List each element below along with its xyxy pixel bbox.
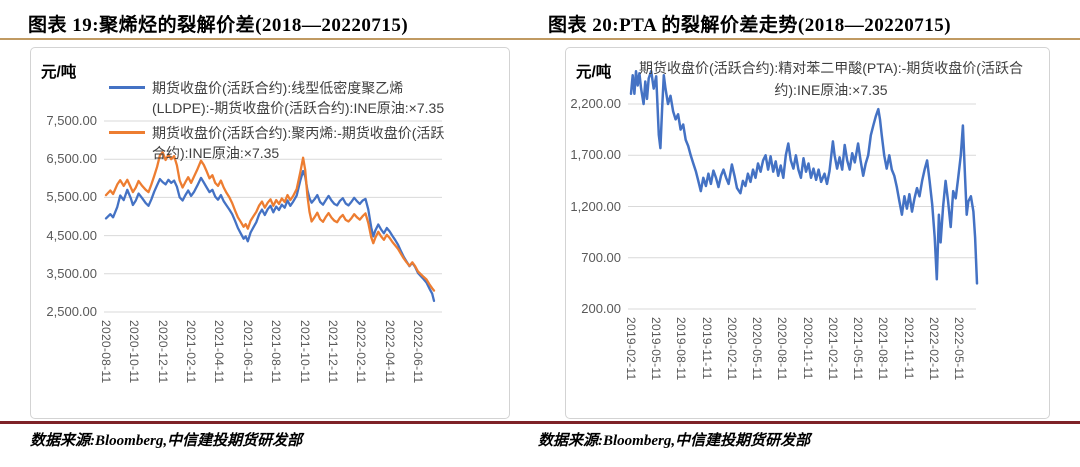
x-tick-label: 2020-12-11 — [155, 320, 170, 384]
y-tick-label: 1,200.00 — [570, 198, 621, 214]
x-tick-label: 2020-08-11 — [775, 317, 790, 381]
x-tick-label: 2022-06-11 — [411, 320, 425, 384]
x-tick-label: 2021-10-11 — [297, 320, 312, 384]
figure-20-title: 图表 20:PTA 的裂解价差走势(2018—20220715) — [548, 15, 952, 36]
y-tick-label: 5,500.00 — [46, 189, 97, 205]
x-tick-label: 2021-04-11 — [212, 320, 227, 384]
legend-label: 期货收盘价(活跃合约):线型低密度聚乙烯(LLDPE):-期货收盘价(活跃合约)… — [152, 80, 445, 117]
y-tick-label: 7,500.00 — [46, 113, 97, 128]
x-tick-label: 2021-02-11 — [184, 320, 199, 384]
legend-item-pp: 期货收盘价(活跃合约):聚丙烯:-期货收盘价(活跃合约):INE原油:×7.35 — [109, 123, 454, 164]
series-line-0 — [629, 69, 979, 285]
y-tick-label: 2,500.00 — [46, 304, 97, 319]
x-tick-label: 2020-10-11 — [127, 320, 142, 384]
series-line-0 — [104, 169, 436, 303]
y-tick-label: 6,500.00 — [46, 151, 97, 167]
x-tick-label: 2019-05-11 — [649, 317, 664, 381]
figure-19-title: 图表 19:聚烯烃的裂解价差(2018—20220715) — [28, 15, 409, 36]
x-tick-label: 2022-02-11 — [354, 320, 369, 384]
x-tick-label: 2021-08-11 — [269, 320, 284, 384]
x-tick-label: 2021-05-11 — [851, 317, 866, 381]
y-tick-label: 200.00 — [581, 301, 621, 316]
x-tick-label: 2019-02-11 — [624, 317, 638, 381]
x-tick-label: 2019-08-11 — [674, 317, 689, 381]
x-tick-label: 2021-08-11 — [876, 317, 891, 381]
legend-line-swatch-orange — [109, 130, 145, 134]
y-axis-unit-label: 元/吨 — [576, 64, 612, 81]
series-line-1 — [104, 151, 436, 292]
y-tick-label: 3,500.00 — [46, 265, 97, 281]
y-tick-label: 4,500.00 — [46, 227, 97, 243]
maroon-footer-rule — [0, 421, 1080, 424]
y-tick-label: 2,200.00 — [570, 96, 621, 111]
legend-label: 期货收盘价(活跃合约):聚丙烯:-期货收盘价(活跃合约):INE原油:×7.35 — [152, 124, 445, 161]
gold-divider-rule — [0, 38, 1080, 40]
x-tick-label: 2021-06-11 — [240, 320, 255, 384]
polyolefin-spread-chart: 元/吨 期货收盘价(活跃合约):线型低密度聚乙烯(LLDPE):-期货收盘价(活… — [30, 47, 510, 419]
x-tick-label: 2020-11-11 — [800, 317, 815, 380]
legend-label: 期货收盘价(活跃合约):精对苯二甲酸(PTA):-期货收盘价(活跃合约):INE… — [639, 60, 1023, 99]
x-tick-label: 2022-04-11 — [382, 320, 397, 384]
y-tick-label: 1,700.00 — [570, 147, 621, 163]
x-tick-label: 2022-02-11 — [926, 317, 941, 381]
legend-line-swatch-blue — [109, 86, 145, 89]
figure-20-source: 数据来源:Bloomberg,中信建投期货研发部 — [538, 433, 811, 449]
x-tick-label: 2021-12-11 — [325, 320, 340, 384]
chart-canvas — [104, 120, 442, 313]
y-axis-unit-label: 元/吨 — [41, 64, 77, 81]
legend: 期货收盘价(活跃合约):线型低密度聚乙烯(LLDPE):-期货收盘价(活跃合约)… — [109, 78, 454, 167]
x-tick-label: 2020-02-11 — [724, 317, 739, 381]
y-tick-label: 700.00 — [581, 249, 621, 265]
pta-spread-chart: 元/吨 期货收盘价(活跃合约):精对苯二甲酸(PTA):-期货收盘价(活跃合约)… — [565, 47, 1050, 419]
x-tick-label: 2020-05-11 — [750, 317, 765, 381]
x-tick-label: 2019-11-11 — [699, 317, 714, 380]
x-tick-label: 2021-11-11 — [901, 317, 916, 380]
figure-19-source: 数据来源:Bloomberg,中信建投期货研发部 — [30, 433, 303, 449]
chart-canvas — [628, 69, 979, 310]
x-tick-label: 2020-08-11 — [99, 320, 113, 384]
x-tick-label: 2022-05-11 — [952, 317, 966, 381]
legend: 期货收盘价(活跃合约):精对苯二甲酸(PTA):-期货收盘价(活跃合约):INE… — [621, 58, 1041, 103]
legend-item-lldpe: 期货收盘价(活跃合约):线型低密度聚乙烯(LLDPE):-期货收盘价(活跃合约)… — [109, 78, 454, 119]
x-tick-label: 2021-02-11 — [825, 317, 840, 381]
